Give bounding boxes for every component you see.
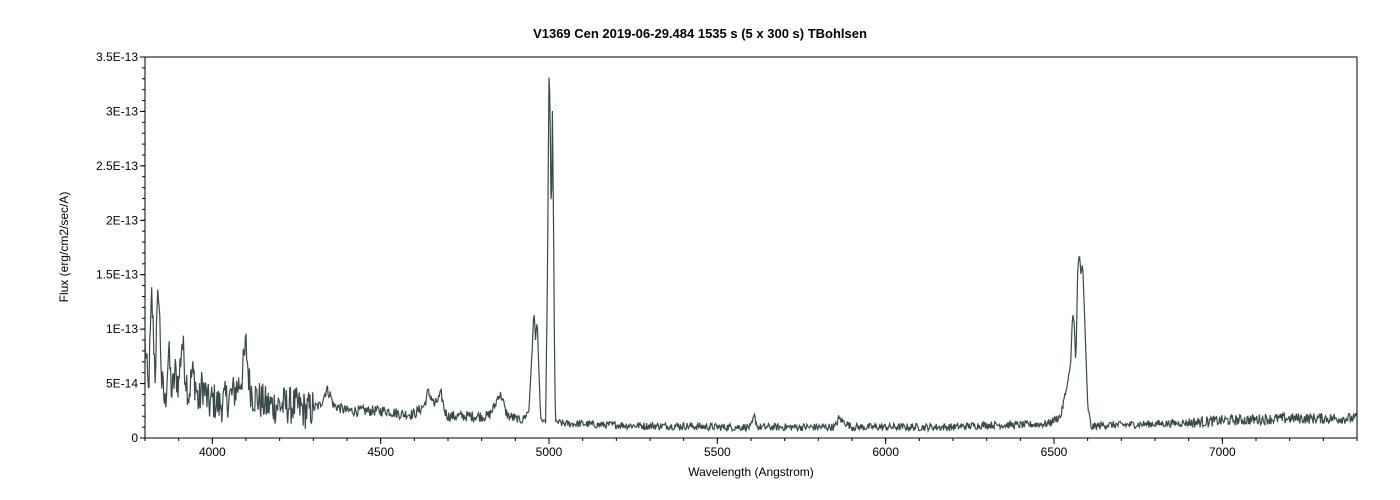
y-tick-label: 2.5E-13 bbox=[96, 159, 138, 173]
y-axis-label: Flux (erg/cm2/sec/A) bbox=[57, 192, 71, 303]
y-tick-label: 2E-13 bbox=[106, 213, 138, 227]
y-tick-label: 0 bbox=[131, 431, 138, 445]
y-tick-label: 3E-13 bbox=[106, 104, 138, 118]
y-tick-label: 1.5E-13 bbox=[96, 268, 138, 282]
x-tick-label: 7000 bbox=[1209, 445, 1236, 459]
x-tick-label: 4000 bbox=[199, 445, 226, 459]
y-tick-label: 3.5E-13 bbox=[96, 50, 138, 64]
y-axis: 0 5E-14 1E-13 1.5E-13 2E-13 2.5E-13 3E-13 3.5E-… bbox=[96, 50, 145, 445]
chart-title: V1369 Cen 2019-06-29.484 1535 s (5 x 300… bbox=[533, 26, 867, 41]
y-tick-label: 1E-13 bbox=[106, 322, 138, 336]
series-line-spectrum bbox=[145, 77, 1357, 434]
x-axis-label: Wavelength (Angstrom) bbox=[688, 465, 814, 479]
x-tick-label: 4500 bbox=[367, 445, 394, 459]
x-tick-label: 6500 bbox=[1041, 445, 1068, 459]
x-tick-label: 5000 bbox=[536, 445, 563, 459]
x-tick-label: 5500 bbox=[704, 445, 731, 459]
plot-area bbox=[144, 56, 1358, 439]
x-axis: 4000 4500 5000 5500 6000 6500 7000 bbox=[144, 438, 1358, 459]
y-tick-label: 5E-14 bbox=[106, 377, 138, 391]
x-tick-label: 6000 bbox=[872, 445, 899, 459]
